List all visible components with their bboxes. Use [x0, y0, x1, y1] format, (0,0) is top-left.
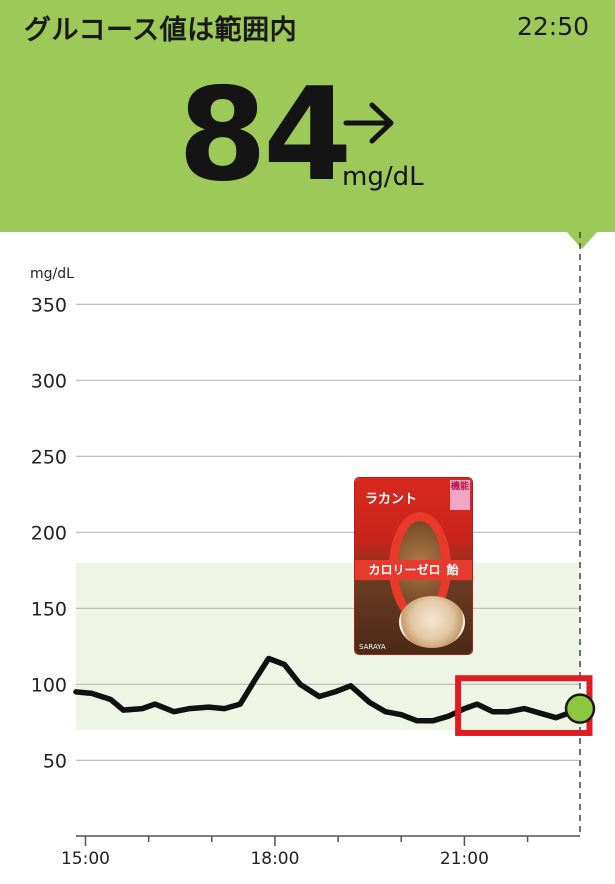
- product-name-band: カロリーゼロ飴: [355, 560, 472, 580]
- x-tick-label-2: 21:00: [440, 849, 489, 869]
- y-tick-label-150: 150: [31, 598, 67, 620]
- current-glucose-point[interactable]: [564, 693, 596, 724]
- glucose-reading: 84: [178, 61, 352, 210]
- y-tick-label-50: 50: [43, 750, 67, 772]
- product-name-suffix: 飴: [446, 563, 459, 577]
- y-tick-label-300: 300: [31, 370, 67, 392]
- product-name: カロリーゼロ: [368, 563, 441, 577]
- target-range-band: [76, 562, 580, 730]
- candy-product-image: ラカント 機能 カロリーゼロ飴 SARAYA: [355, 478, 472, 654]
- x-tick-label-1: 18:00: [250, 849, 299, 869]
- y-tick-label-350: 350: [31, 294, 67, 316]
- product-maker: SARAYA: [359, 643, 386, 651]
- header-pointer: [566, 231, 598, 249]
- glucose-series-line: [73, 655, 583, 724]
- clock: 22:50: [516, 12, 589, 41]
- coffee-cup-icon: [399, 596, 465, 648]
- arrow-right-icon: [343, 102, 394, 144]
- y-tick-label-250: 250: [31, 446, 67, 468]
- product-badge: 機能: [450, 480, 470, 510]
- status-header: グルコース値は範囲内 22:50 84 mg/dL: [0, 0, 615, 232]
- glucose-status-title: グルコース値は範囲内: [24, 15, 298, 46]
- product-brand: ラカント: [365, 492, 418, 507]
- y-tick-label-200: 200: [31, 522, 67, 544]
- y-axis-unit-label: mg/dL: [30, 266, 74, 282]
- glucose-unit: mg/dL: [342, 162, 424, 192]
- x-tick-label-0: 15:00: [61, 849, 110, 869]
- glucose-chart[interactable]: mg/dL 50 100 150 200 250 300 350 15:00 18:00 21:00: [0, 232, 615, 884]
- y-tick-label-100: 100: [31, 674, 67, 696]
